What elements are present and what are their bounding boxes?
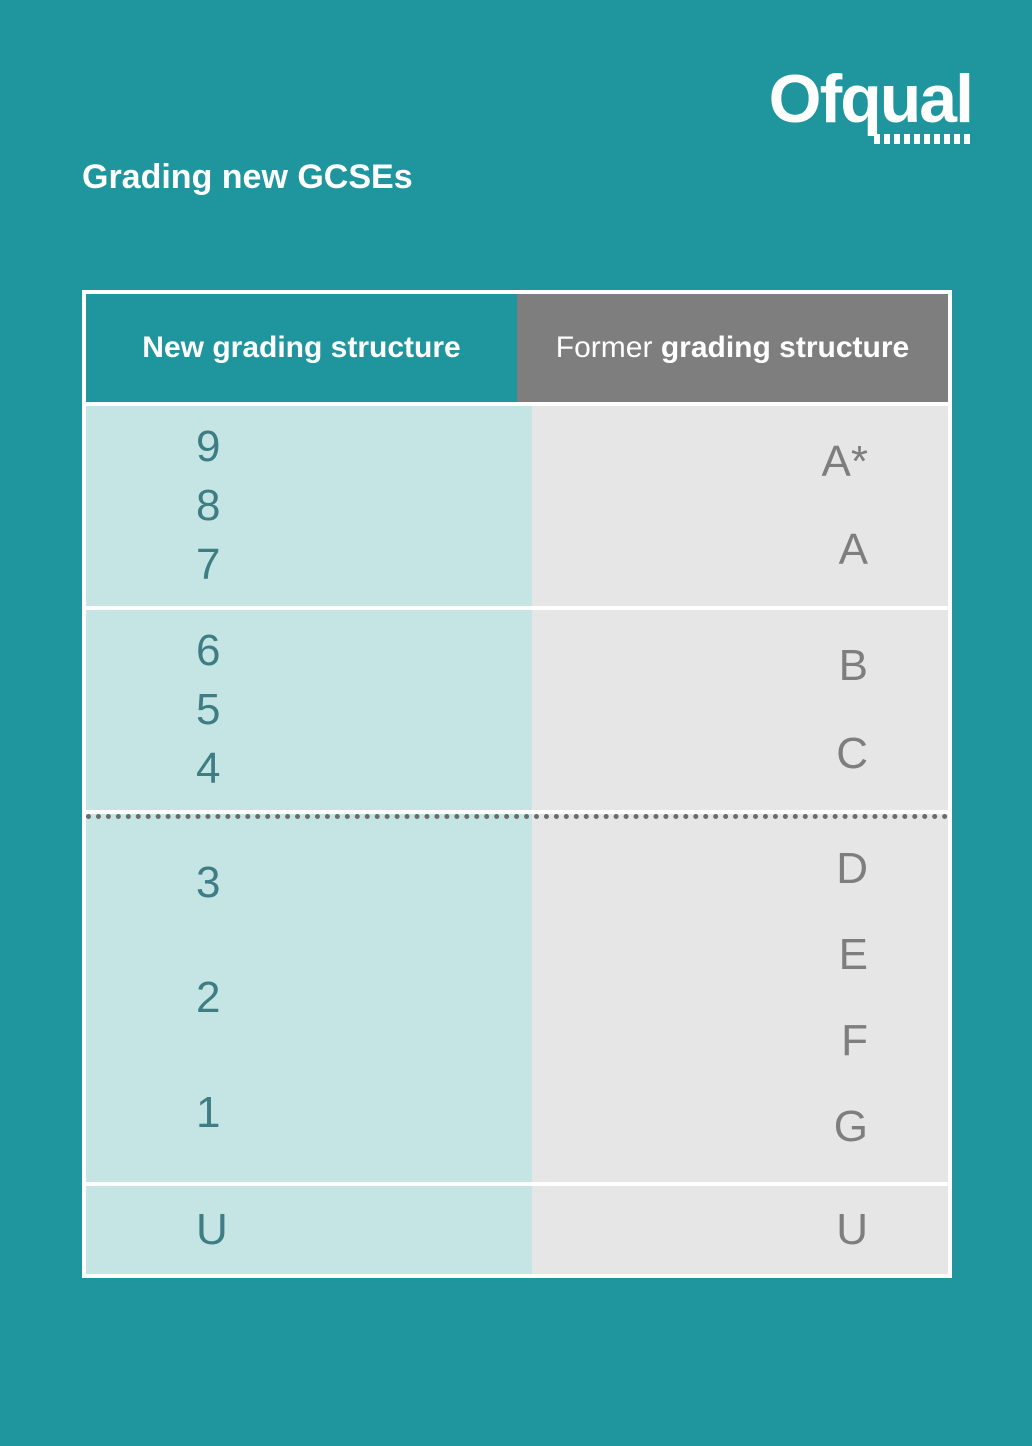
band-upper-mid: 6 5 4 B C — [86, 606, 948, 810]
logo-text: Ofqual — [769, 60, 972, 138]
grade-old: D — [836, 844, 868, 894]
band-upper-mid-new: 6 5 4 — [86, 610, 532, 810]
grade-new: 5 — [196, 685, 532, 735]
grade-new: U — [196, 1205, 532, 1255]
grade-new: 3 — [196, 858, 532, 908]
grade-old: U — [836, 1205, 868, 1255]
band-top-old: A* A — [532, 406, 948, 606]
table-header-row: New grading structure Former grading str… — [86, 294, 948, 402]
band-u-new: U — [86, 1186, 532, 1274]
band-lower-new: 3 2 1 — [86, 814, 532, 1182]
band-top: 9 8 7 A* A — [86, 402, 948, 606]
ofqual-logo: Ofqual — [769, 60, 972, 138]
header-former-light: Former — [556, 331, 653, 365]
logo-dots — [874, 134, 970, 144]
grade-new: 9 — [196, 422, 532, 472]
grading-table: New grading structure Former grading str… — [82, 290, 952, 1278]
grade-old: F — [841, 1016, 868, 1066]
header-new-structure: New grading structure — [86, 294, 517, 402]
band-lower-old: D E F G — [532, 814, 948, 1182]
grade-new: 1 — [196, 1088, 532, 1138]
band-u: U U — [86, 1182, 948, 1274]
table-body: 9 8 7 A* A 6 5 4 B C 3 2 1 — [86, 402, 948, 1274]
grade-old: A* — [822, 437, 868, 487]
grade-new: 6 — [196, 626, 532, 676]
band-lower: 3 2 1 D E F G — [86, 810, 948, 1182]
grade-new: 4 — [196, 744, 532, 794]
grade-old: B — [839, 641, 868, 691]
page-title: Grading new GCSEs — [82, 158, 413, 197]
grade-new: 2 — [196, 973, 532, 1023]
grade-new: 7 — [196, 540, 532, 590]
band-u-old: U — [532, 1186, 948, 1274]
grade-old: G — [834, 1102, 868, 1152]
pass-divider-line — [86, 814, 948, 819]
grade-old: C — [836, 729, 868, 779]
grade-old: E — [839, 930, 868, 980]
grade-old: A — [839, 525, 868, 575]
grade-new: 8 — [196, 481, 532, 531]
header-former-structure: Former grading structure — [517, 294, 948, 402]
band-upper-mid-old: B C — [532, 610, 948, 810]
band-top-new: 9 8 7 — [86, 406, 532, 606]
header-former-bold: grading structure — [661, 331, 909, 365]
